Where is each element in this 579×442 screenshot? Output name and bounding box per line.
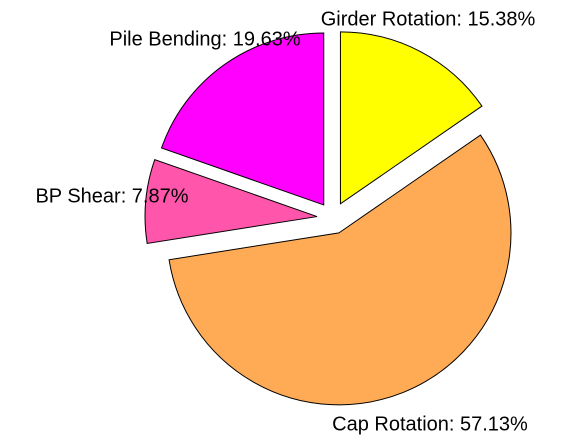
slice-label: BP Shear: 7.87%	[35, 185, 188, 207]
pie-slice	[168, 134, 512, 406]
pie-slice	[339, 31, 483, 205]
slice-label: Pile Bending: 19.63%	[109, 28, 300, 50]
pie-slice	[160, 32, 325, 206]
pie-slice	[144, 158, 318, 245]
slice-label: Girder Rotation: 15.38%	[321, 8, 536, 30]
slice-label: Cap Rotation: 57.13%	[332, 413, 528, 435]
